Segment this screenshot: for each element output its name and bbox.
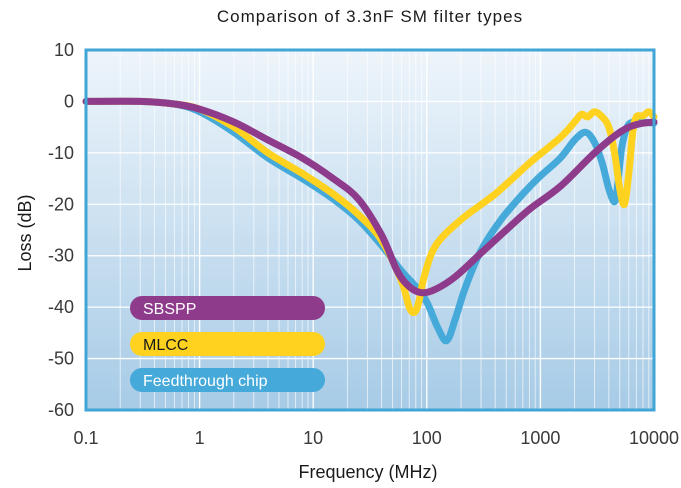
- y-axis-ticks: 10 0 -10 -20 -30 -40 -50 -60: [48, 40, 74, 420]
- legend-label-feedthrough-chip: Feedthrough chip: [143, 373, 268, 390]
- series-line-feedthrough-chip: [82, 97, 658, 345]
- legend-swatch-mlcc: [130, 332, 325, 356]
- x-tick-label: 1: [195, 428, 205, 448]
- legend: SBSPP MLCC Feedthrough chip: [130, 296, 325, 392]
- y-tick-label: -40: [48, 297, 74, 317]
- x-tick-label: 0.1: [73, 428, 98, 448]
- y-tick-label: -30: [48, 246, 74, 266]
- plot-frame: [84, 48, 656, 412]
- legend-swatch-sbspp: [130, 296, 325, 320]
- x-tick-label: 100: [412, 428, 442, 448]
- legend-label-mlcc: MLCC: [143, 337, 188, 354]
- series-lines: [82, 97, 658, 345]
- y-tick-label: 10: [54, 40, 74, 60]
- y-tick-label: -10: [48, 143, 74, 163]
- x-axis-ticks: 0.1 1 10 100 1000 10000: [73, 428, 679, 448]
- x-tick-label: 1000: [520, 428, 560, 448]
- legend-swatch-feedthrough-chip: [130, 368, 325, 392]
- legend-label-sbspp: SBSPP: [143, 301, 196, 318]
- series-line-mlcc: [82, 97, 658, 317]
- x-tick-label: 10: [303, 428, 323, 448]
- y-tick-label: 0: [64, 91, 74, 111]
- y-axis-label: Loss (dB): [15, 194, 35, 271]
- series-line-sbspp: [82, 97, 658, 297]
- chart-title: Comparison of 3.3nF SM filter types: [217, 7, 523, 26]
- x-axis-label: Frequency (MHz): [298, 462, 437, 482]
- x-tick-label: 10000: [629, 428, 679, 448]
- y-tick-label: -20: [48, 194, 74, 214]
- y-tick-label: -60: [48, 400, 74, 420]
- y-tick-label: -50: [48, 349, 74, 369]
